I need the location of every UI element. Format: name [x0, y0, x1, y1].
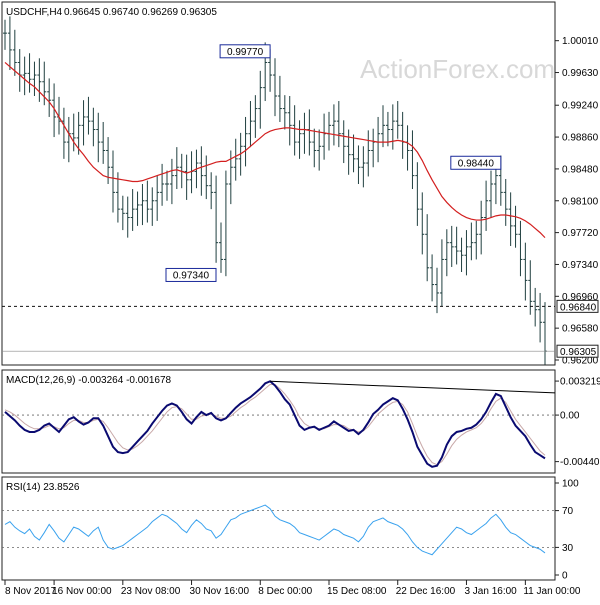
rsi-plot — [2, 504, 555, 556]
rsi-line — [4, 504, 546, 556]
macd-y-tick-label: 0.003219 — [560, 377, 600, 388]
rsi-y-tick-label: 30 — [562, 543, 574, 554]
rsi-y-tick-label: 0 — [562, 571, 568, 582]
macd-y-tick-label: -0.004406 — [560, 457, 600, 468]
macd-y-tick-label: 0.00 — [560, 411, 580, 422]
price-annotation-label: 0.98440 — [458, 158, 495, 169]
watermark: ActionForex.com — [360, 54, 555, 84]
rsi-panel-frame — [1, 476, 556, 581]
price-annotation-box — [450, 155, 502, 170]
x-axis-label: 22 Dec 16:00 — [396, 586, 456, 597]
price-annotation-box — [165, 267, 217, 282]
price-y-tick-label: 0.96580 — [562, 324, 599, 335]
macd-title: MACD(12,26,9) -0.003264 -0.001678 — [6, 375, 172, 386]
macd-panel-frame — [1, 369, 556, 474]
x-axis-label: 23 Nov 08:00 — [121, 586, 181, 597]
rsi-title: RSI(14) 23.8526 — [6, 482, 80, 493]
x-axis-label: 15 Dec 08:00 — [327, 586, 387, 597]
moving-average-line — [4, 62, 546, 239]
price-y-tick-label: 0.97720 — [562, 228, 599, 239]
macd-trendline — [270, 380, 556, 394]
price-y-tick-label: 0.99630 — [562, 68, 599, 79]
axes: 1.00010 0.99630 0.99240 0.98860 0.98480 0.981… — [4, 36, 600, 597]
macd-plot — [2, 380, 556, 468]
x-axis-label: 8 Dec 00:00 — [258, 586, 312, 597]
x-axis-label: 3 Jan 16:00 — [464, 586, 517, 597]
price-y-tick-label: 0.99240 — [562, 101, 599, 112]
chart-ohlc: 0.96645 0.96740 0.96269 0.96305 — [64, 7, 217, 18]
x-axis-label: 16 Nov 00:00 — [52, 586, 112, 597]
x-axis-label: 11 Jan 00:00 — [523, 586, 581, 597]
rsi-y-tick-label: 70 — [562, 506, 574, 517]
rsi-y-tick-label: 100 — [562, 479, 579, 490]
price-annotation-label: 0.97340 — [173, 270, 210, 281]
price-y-tick-label: 1.00010 — [562, 36, 599, 47]
price-y-tick-label: 0.98480 — [562, 164, 599, 175]
current-price-label: 0.96305 — [560, 347, 597, 358]
x-axis-label: 30 Nov 16:00 — [190, 586, 250, 597]
macd-line — [4, 380, 546, 468]
reference-price-label: 0.96840 — [560, 302, 597, 313]
price-annotation-box — [219, 44, 271, 59]
x-axis-label: 8 Nov 2017 — [5, 586, 57, 597]
price-annotation-label: 0.99770 — [227, 47, 264, 58]
price-panel-frame — [1, 1, 556, 366]
price-y-tick-label: 0.97340 — [562, 260, 599, 271]
current-price-box — [556, 344, 599, 358]
price-y-tick-label: 0.98100 — [562, 196, 599, 207]
price-y-tick-label: 0.96960 — [562, 292, 599, 303]
price-plot: 0.99770 0.97340 0.98440 — [2, 16, 555, 365]
price-y-tick-label: 0.98860 — [562, 133, 599, 144]
price-y-tick-label: 0.96200 — [562, 356, 599, 367]
reference-price-box — [556, 299, 599, 313]
chart-symbol: USDCHF,H4 — [6, 7, 63, 18]
